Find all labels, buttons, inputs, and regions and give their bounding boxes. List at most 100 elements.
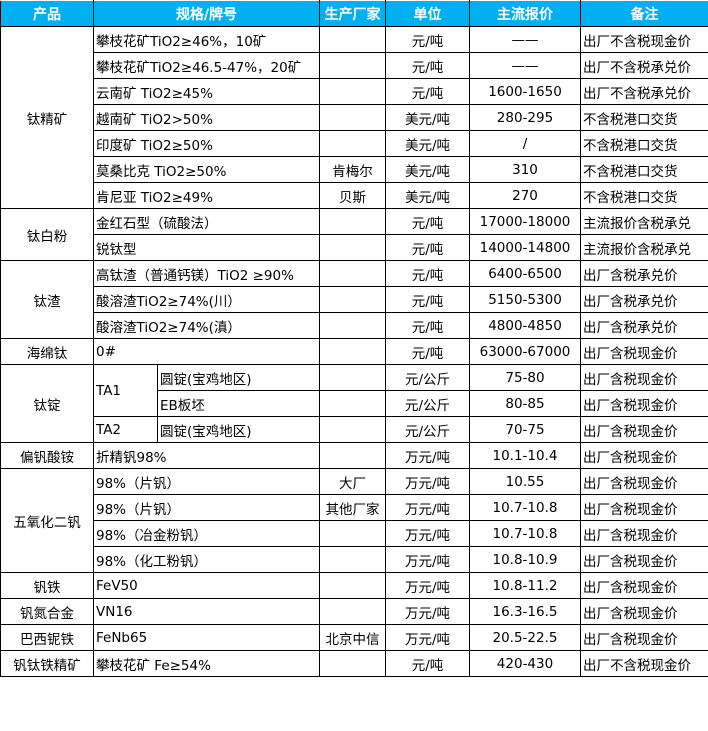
table-row: 酸溶渣TiO2≥74%(川） 元/吨 5150-5300 出厂含税承兑价 [1,286,708,313]
price-cell: 14000-14800 [469,234,581,261]
product-cell: 钛白粉 [0,208,94,261]
spec-cell: EB板坯 [157,390,320,417]
product-cell: 巴西铌铁 [0,624,94,651]
spec-cell: 酸溶渣TiO2≥74%(滇） [93,312,320,339]
table-row: 钒铁 FeV50 万元/吨 10.8-11.2 出厂含税现金价 [0,572,708,599]
price-cell: 310 [469,156,581,183]
price-cell: 5150-5300 [469,286,581,313]
unit-cell: 美元/吨 [385,130,470,157]
table-row: 偏钒酸铵 折精钒98% 万元/吨 10.1-10.4 出厂含税现金价 [0,442,708,469]
spec-cell: 印度矿 TiO2≥50% [93,130,320,157]
table-row: 98%（冶金粉钒） 万元/吨 10.7-10.8 出厂含税现金价 [1,520,708,547]
note-cell: 不含税港口交货 [580,156,708,183]
table-row: 云南矿 TiO2≥45% 元/吨 1600-1650 出厂不含税承兑价 [1,78,708,105]
spec-cell: 折精钒98% [93,442,320,469]
maker-cell [319,572,386,599]
note-cell: 出厂含税现金价 [580,598,708,625]
maker-cell: 贝斯 [319,182,386,209]
table-row: 钛白粉 金红石型（硫酸法） 元/吨 17000-18000 主流报价含税承兑 [0,208,708,261]
spec-cell: 圆锭(宝鸡地区) [157,364,320,391]
unit-cell: 元/吨 [385,78,470,105]
unit-cell: 万元/吨 [385,520,470,547]
price-cell: 1600-1650 [469,78,581,105]
unit-cell: 元/吨 [385,286,470,313]
note-cell: 出厂含税现金价 [580,364,708,391]
header-product: 产品 [0,0,94,27]
unit-cell: 元/吨 [385,234,470,261]
note-cell: 出厂含税承兑价 [580,312,708,339]
product-cell: 钒钛铁精矿 [0,650,94,677]
table-row: 印度矿 TiO2≥50% 美元/吨 / 不含税港口交货 [1,130,708,157]
maker-cell [319,546,386,573]
maker-cell [319,416,386,443]
header-row: 产品 规格/牌号 生产厂家 单位 主流报价 备注 [0,0,708,27]
price-cell: 10.7-10.8 [469,520,581,547]
header-note: 备注 [580,0,708,27]
price-cell: / [469,130,581,157]
note-cell: 出厂不含税现金价 [580,26,708,53]
price-cell: 6400-6500 [469,260,581,287]
table-row: 海绵钛 0# 元/吨 63000-67000 出厂含税现金价 [0,338,708,365]
spec-cell: FeNb65 [93,624,320,651]
header-spec: 规格/牌号 [93,0,320,27]
unit-cell: 万元/吨 [385,572,470,599]
unit-cell: 元/公斤 [385,364,470,391]
unit-cell: 万元/吨 [385,546,470,573]
product-cell: 钛精矿 [0,26,94,209]
unit-cell: 万元/吨 [385,468,470,495]
unit-cell: 万元/吨 [385,442,470,469]
note-cell: 出厂不含税承兑价 [580,52,708,79]
table-row: 越南矿 TiO2>50% 美元/吨 280-295 不含税港口交货 [1,104,708,131]
product-cell: 五氧化二钒 [0,468,94,573]
note-cell: 出厂含税现金价 [580,468,708,495]
spec-cell: 高钛渣（普通钙镁）TiO2 ≥90% [93,260,320,287]
price-cell: 20.5-22.5 [469,624,581,651]
header-unit: 单位 [385,0,470,27]
product-cell: 海绵钛 [0,338,94,365]
product-cell: 钒铁 [0,572,94,599]
maker-cell [319,338,386,365]
unit-cell: 元/吨 [385,52,470,79]
unit-cell: 元/公斤 [385,416,470,443]
maker-cell [319,26,386,53]
table-row: 钒钛铁精矿 攀枝花矿 Fe≥54% 元/吨 420-430 出厂不含税现金价 [0,650,708,677]
price-cell: 17000-18000 [469,208,581,235]
header-price: 主流报价 [469,0,581,27]
price-cell: 420-430 [469,650,581,677]
price-cell: 280-295 [469,104,581,131]
maker-cell: 肯梅尔 [319,156,386,183]
table-row: 攀枝花矿TiO2≥46.5-47%，20矿 元/吨 —— 出厂不含税承兑价 [1,52,708,79]
spec-cell: 0# [93,338,320,365]
spec-cell: 酸溶渣TiO2≥74%(川） [93,286,320,313]
unit-cell: 万元/吨 [385,494,470,521]
price-cell: 10.1-10.4 [469,442,581,469]
table-row: 锐钛型 元/吨 14000-14800 主流报价含税承兑 [1,234,708,261]
spec-cell: 金红石型（硫酸法） [93,208,320,235]
unit-cell: 元/吨 [385,338,470,365]
maker-cell [319,520,386,547]
spec-cell: 98%（片钒） [93,494,320,521]
price-cell: 70-75 [469,416,581,443]
spec-cell: 莫桑比克 TiO2≥50% [93,156,320,183]
table-row: 酸溶渣TiO2≥74%(滇） 元/吨 4800-4850 出厂含税承兑价 [1,312,708,339]
note-cell: 不含税港口交货 [580,182,708,209]
table-row: 巴西铌铁 FeNb65 北京中信 万元/吨 20.5-22.5 出厂含税现金价 [0,624,708,651]
unit-cell: 美元/吨 [385,104,470,131]
price-cell: 63000-67000 [469,338,581,365]
note-cell: 出厂不含税承兑价 [580,78,708,105]
maker-cell [319,598,386,625]
unit-cell: 美元/吨 [385,156,470,183]
product-cell: 钛锭 [0,364,94,443]
note-cell: 出厂含税现金价 [580,494,708,521]
note-cell: 出厂不含税现金价 [580,650,708,677]
price-cell: 80-85 [469,390,581,417]
table-row: 钛渣 高钛渣（普通钙镁）TiO2 ≥90% 元/吨 6400-6500 出厂含税承兑价 [0,260,708,339]
unit-cell: 元/公斤 [385,390,470,417]
spec-cell: 攀枝花矿TiO2≥46.5-47%，20矿 [93,52,320,79]
spec-cell: 锐钛型 [93,234,320,261]
price-cell: 4800-4850 [469,312,581,339]
note-cell: 出厂含税现金价 [580,546,708,573]
unit-cell: 万元/吨 [385,624,470,651]
maker-cell [319,312,386,339]
grade-cell: TA2 [93,416,158,443]
